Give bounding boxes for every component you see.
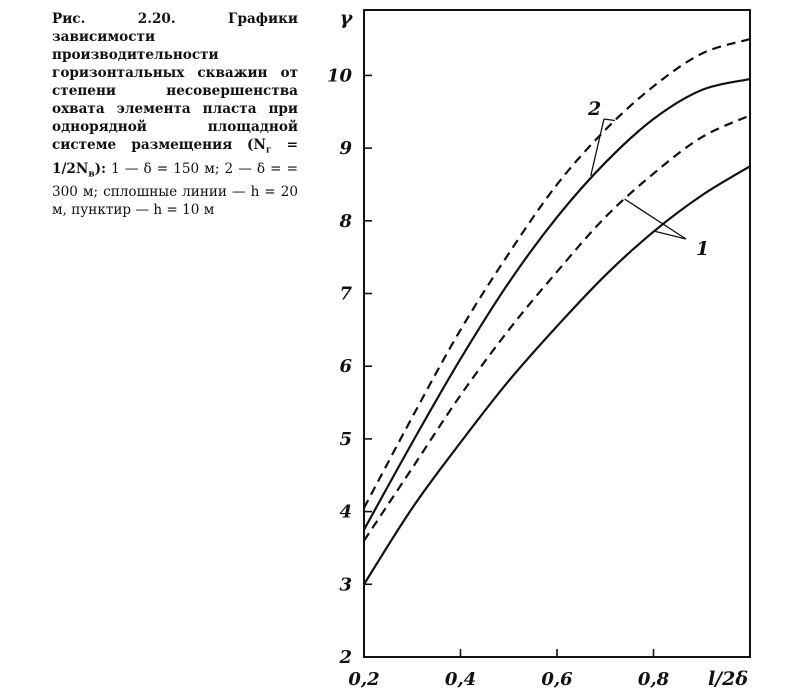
annotation-leader-1-dashed bbox=[624, 198, 687, 240]
series-line-1-solid bbox=[363, 165, 751, 585]
x-tick-label: 0,2 bbox=[348, 669, 379, 690]
y-tick-label: 6 bbox=[339, 356, 352, 377]
chart-ticks: 2 3 4 5 6 7 8 9 10 0,2 0,4 0,6 0,8 γ l/2δ bbox=[327, 7, 748, 690]
plot-frame bbox=[363, 9, 751, 658]
y-tick-label: 9 bbox=[339, 138, 352, 159]
y-tick-label: 5 bbox=[339, 429, 352, 450]
annotation-leader-1-solid bbox=[653, 230, 687, 240]
chart-series bbox=[363, 38, 751, 585]
caption-legend: 1 — δ = 150 м; 2 — δ = = 300 м; сплошные… bbox=[52, 160, 298, 219]
annotation-label-1: 1 bbox=[696, 238, 709, 260]
chart-annotations: 21 bbox=[587, 98, 709, 260]
x-axis-label: l/2δ bbox=[708, 668, 748, 690]
series-line-1-dashed bbox=[363, 114, 751, 542]
series-line-2-dashed bbox=[363, 38, 751, 509]
y-tick-label: 2 bbox=[338, 647, 352, 668]
y-tick-label: 4 bbox=[339, 502, 352, 523]
y-tick-label: 7 bbox=[339, 284, 352, 305]
x-tick-label: 0,6 bbox=[541, 669, 573, 690]
y-axis-label: γ bbox=[340, 7, 354, 29]
series-line-2-solid bbox=[363, 78, 751, 531]
y-tick-label: 10 bbox=[327, 65, 353, 86]
chart-frame bbox=[363, 9, 751, 658]
annotation-label-2: 2 bbox=[587, 98, 601, 120]
caption-formula: (Nг = 1/2Nв): bbox=[52, 137, 299, 180]
x-tick-label: 0,4 bbox=[445, 669, 476, 690]
figure-caption: Рис. 2.20. Графики зависимости производи… bbox=[52, 10, 298, 219]
x-tick-label: 0,8 bbox=[638, 669, 670, 690]
annotation-leader-2-dashed bbox=[603, 118, 615, 122]
caption-title: Рис. 2.20. Графики зависимости производи… bbox=[52, 11, 298, 153]
y-tick-label: 8 bbox=[338, 211, 352, 232]
annotation-leader-2-solid bbox=[590, 118, 605, 176]
y-tick-label: 3 bbox=[339, 574, 352, 595]
